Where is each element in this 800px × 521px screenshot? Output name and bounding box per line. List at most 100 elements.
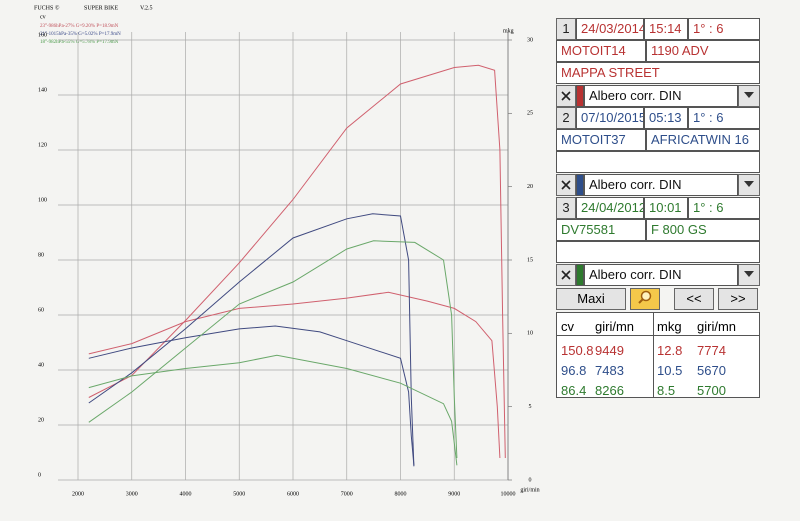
table-value: 7774 xyxy=(697,343,726,358)
filter-select[interactable]: Albero corr. DIN xyxy=(584,174,738,196)
run-gear: 1° : 6 xyxy=(688,107,760,129)
close-icon xyxy=(561,180,571,190)
search-button[interactable] xyxy=(630,288,660,310)
remove-button[interactable] xyxy=(556,264,576,286)
run-code: DV75581 xyxy=(556,219,646,241)
run-map xyxy=(556,241,760,263)
run-date: 07/10/2015 xyxy=(576,107,644,129)
x-tick-label: 9000 xyxy=(448,491,460,497)
run-map: MAPPA STREET xyxy=(556,62,760,84)
y-tick-label: 80 xyxy=(38,252,44,258)
dropdown-button[interactable] xyxy=(738,174,760,196)
run-code: MOTOIT37 xyxy=(556,129,646,151)
y2-tick-label: 15 xyxy=(527,257,533,263)
run-color xyxy=(576,264,584,286)
y2-axis-label: mkg xyxy=(503,28,514,34)
y2-tick-label: 20 xyxy=(527,184,533,190)
arrow xyxy=(744,92,754,98)
y-axis-label: cv xyxy=(40,14,46,20)
chart: FUCHS © SUPER BIKE V.2.5 cv mkg giri/min… xyxy=(34,4,540,497)
run-time: 15:14 xyxy=(644,18,688,40)
y-tick-label: 100 xyxy=(38,197,47,203)
run-bike: 1190 ADV xyxy=(646,40,760,62)
table-value: 8266 xyxy=(595,383,624,398)
dropdown-arrow xyxy=(744,181,754,187)
curve xyxy=(88,354,458,466)
curve xyxy=(88,64,506,459)
y2-tick-label: 25 xyxy=(527,111,533,117)
table-header: giri/mn xyxy=(595,319,635,334)
brand: FUCHS © xyxy=(34,4,60,11)
curve xyxy=(88,291,501,459)
run-gear: 1° : 6 xyxy=(688,18,760,40)
x-tick-label: 8000 xyxy=(395,491,407,497)
table-header: giri/mn xyxy=(697,319,737,334)
table-value: 7483 xyxy=(595,363,624,378)
x-axis-label: giri/min xyxy=(520,487,539,493)
y-tick-label: 160 xyxy=(38,32,47,38)
x-glyph xyxy=(561,180,571,190)
y-tick-label: 140 xyxy=(38,87,47,93)
next-button[interactable]: >> xyxy=(718,288,758,310)
x-tick-label: 5000 xyxy=(233,491,245,497)
table-value: 96.8 xyxy=(561,363,587,378)
run-bike: AFRICATWIN 16 xyxy=(646,129,760,151)
table-rule xyxy=(557,335,759,336)
run-number: 2 xyxy=(556,107,576,129)
x-tick-label: 3000 xyxy=(126,491,138,497)
close-icon xyxy=(561,91,571,101)
remove-button[interactable] xyxy=(556,85,576,107)
curve xyxy=(88,325,415,466)
arrow xyxy=(744,271,754,277)
run-date: 24/03/2014 xyxy=(576,18,644,40)
run-time: 10:01 xyxy=(644,197,688,219)
x-glyph xyxy=(561,270,571,280)
y2-tick-label: 0 xyxy=(529,477,532,483)
dropdown-button[interactable] xyxy=(738,264,760,286)
prev-button[interactable]: << xyxy=(674,288,714,310)
table-value: 12.8 xyxy=(657,343,683,358)
x-tick-label: 4000 xyxy=(180,491,192,497)
max-table: cv giri/mn mkg giri/mn 150.8 9449 12.8 7774 96.8… xyxy=(556,312,760,398)
run-color xyxy=(576,174,584,196)
y2-tick-label: 30 xyxy=(527,37,533,43)
y-tick-label: 120 xyxy=(38,142,47,148)
y-tick-label: 20 xyxy=(38,417,44,423)
search-icon xyxy=(638,290,652,304)
run-code: MOTOIT14 xyxy=(556,40,646,62)
table-value: 5700 xyxy=(697,383,726,398)
table-divider xyxy=(653,313,654,397)
run-date: 24/04/2012 xyxy=(576,197,644,219)
table-value: 9449 xyxy=(595,343,624,358)
control-panel: 1 24/03/2014 15:14 1° : 6 MOTOIT14 1190 ADV MA… xyxy=(556,18,760,398)
dropdown-button[interactable] xyxy=(738,85,760,107)
table-value: 5670 xyxy=(697,363,726,378)
remove-button[interactable] xyxy=(556,174,576,196)
y-tick-label: 40 xyxy=(38,362,44,368)
lens xyxy=(640,290,652,302)
version: V.2.5 xyxy=(140,5,153,11)
run-color xyxy=(576,85,584,107)
close-icon xyxy=(561,270,571,280)
chart-title: SUPER BIKE xyxy=(84,5,119,11)
run-note: 23°-986hPa-27% G=9.20% P=18.9mN xyxy=(40,24,119,29)
filter-select[interactable]: Albero corr. DIN xyxy=(584,85,738,107)
run-number: 3 xyxy=(556,197,576,219)
curve xyxy=(88,240,458,459)
table-header: mkg xyxy=(657,319,682,334)
y-tick-label: 0 xyxy=(38,472,41,478)
y2-tick-label: 5 xyxy=(529,404,532,410)
arrow xyxy=(744,181,754,187)
x-tick-label: 7000 xyxy=(341,491,353,497)
run-bike: F 800 GS xyxy=(646,219,760,241)
run-gear: 1° : 6 xyxy=(688,197,760,219)
table-value: 8.5 xyxy=(657,383,676,398)
y-tick-label: 60 xyxy=(38,307,44,313)
filter-select[interactable]: Albero corr. DIN xyxy=(584,264,738,286)
run-note: 18°-982hPa-55% G=5.78% P=17.9mN xyxy=(40,40,119,45)
table-value: 86.4 xyxy=(561,383,587,398)
x-tick-label: 2000 xyxy=(72,491,84,497)
dropdown-arrow xyxy=(744,92,754,98)
maxi-button[interactable]: Maxi xyxy=(556,288,626,310)
run-map xyxy=(556,151,760,173)
